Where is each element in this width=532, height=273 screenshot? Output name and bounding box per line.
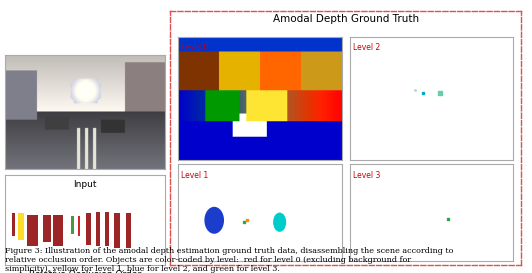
Bar <box>126 213 130 248</box>
Bar <box>18 213 24 241</box>
Ellipse shape <box>204 207 224 234</box>
Text: Relative Occlusion Order: Relative Occlusion Order <box>29 270 141 273</box>
Bar <box>105 212 110 246</box>
Ellipse shape <box>273 213 286 232</box>
Bar <box>71 216 74 234</box>
Bar <box>27 215 38 246</box>
Text: Level 2: Level 2 <box>353 43 380 52</box>
Bar <box>114 213 120 248</box>
Text: Level 0: Level 0 <box>181 43 209 52</box>
Bar <box>12 213 15 236</box>
Bar <box>78 216 80 236</box>
Text: Level 3: Level 3 <box>353 171 380 180</box>
Text: Input: Input <box>73 180 97 189</box>
Text: Figure 3: Illustration of the amodal depth estimation ground truth data, disasse: Figure 3: Illustration of the amodal dep… <box>5 247 454 273</box>
Text: Amodal Depth Ground Truth: Amodal Depth Ground Truth <box>273 14 419 24</box>
Bar <box>43 215 51 242</box>
Text: Level 1: Level 1 <box>181 171 209 180</box>
Bar <box>86 213 91 245</box>
Bar <box>53 215 63 246</box>
Bar <box>96 212 100 246</box>
